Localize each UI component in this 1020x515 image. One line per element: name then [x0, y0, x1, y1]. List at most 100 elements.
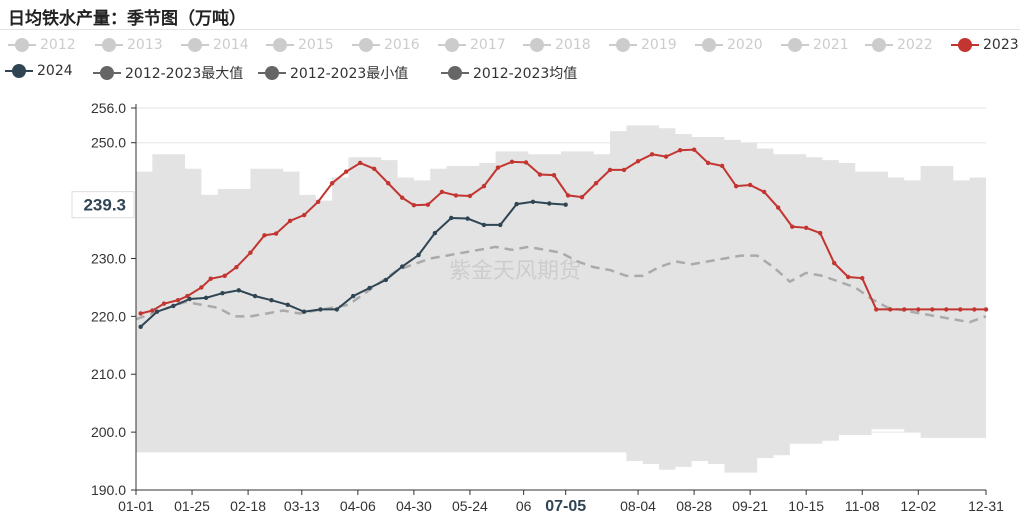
data-point-2024[interactable]	[171, 303, 176, 309]
data-point-2023[interactable]	[621, 167, 627, 173]
data-point-2023[interactable]	[832, 260, 837, 266]
legend-item-2016[interactable]: 2016	[352, 37, 420, 53]
legend-item-2012-2023最小值[interactable]: 2012-2023最小值	[258, 63, 408, 83]
legend-item-2014[interactable]: 2014	[181, 37, 249, 53]
data-point-2024[interactable]	[285, 302, 290, 307]
legend-item-2012[interactable]: 2012	[8, 37, 76, 53]
data-point-2023[interactable]	[747, 182, 753, 188]
data-point-2023[interactable]	[273, 231, 279, 236]
data-point-2024[interactable]	[301, 309, 307, 314]
data-point-2024[interactable]	[154, 309, 160, 314]
data-point-2023[interactable]	[301, 212, 307, 218]
data-point-2023[interactable]	[972, 307, 977, 312]
data-point-2023[interactable]	[803, 225, 809, 231]
data-point-2024[interactable]	[547, 201, 552, 206]
data-point-2023[interactable]	[705, 160, 711, 166]
data-point-2023[interactable]	[509, 159, 515, 165]
data-point-2024[interactable]	[383, 277, 389, 283]
legend-item-2012-2023均值[interactable]: 2012-2023均值	[441, 63, 577, 83]
data-point-2023[interactable]	[248, 250, 253, 255]
legend-item-2024[interactable]: 2024	[5, 63, 73, 79]
data-point-2024[interactable]	[252, 293, 258, 299]
data-point-2023[interactable]	[481, 183, 487, 189]
legend-item-2022[interactable]: 2022	[865, 37, 933, 53]
data-point-2023[interactable]	[523, 160, 529, 165]
data-point-2024[interactable]	[498, 222, 503, 228]
data-point-2023[interactable]	[593, 181, 599, 186]
data-point-2024[interactable]	[138, 324, 143, 329]
data-point-2023[interactable]	[930, 307, 935, 312]
data-point-2023[interactable]	[329, 181, 335, 186]
data-point-2023[interactable]	[208, 276, 213, 281]
legend-item-2015[interactable]: 2015	[266, 37, 334, 53]
data-point-2023[interactable]	[371, 166, 377, 171]
data-point-2023[interactable]	[607, 167, 613, 173]
data-point-2023[interactable]	[453, 193, 459, 198]
data-point-2024[interactable]	[400, 264, 405, 269]
data-point-2023[interactable]	[551, 172, 557, 178]
data-point-2023[interactable]	[234, 264, 239, 270]
data-point-2023[interactable]	[677, 148, 683, 153]
data-point-2023[interactable]	[691, 147, 697, 152]
data-point-2023[interactable]	[150, 308, 155, 313]
legend-item-2013[interactable]: 2013	[95, 37, 163, 53]
data-point-2024[interactable]	[269, 297, 274, 303]
data-point-2024[interactable]	[416, 252, 421, 258]
legend-item-2021[interactable]: 2021	[781, 37, 849, 53]
data-point-2024[interactable]	[318, 307, 323, 312]
legend-item-2012-2023最大值[interactable]: 2012-2023最大值	[93, 63, 243, 83]
data-point-2023[interactable]	[467, 193, 473, 199]
data-point-2023[interactable]	[733, 183, 739, 189]
data-point-2024[interactable]	[350, 293, 356, 299]
data-point-2024[interactable]	[563, 202, 568, 207]
data-point-2023[interactable]	[138, 311, 143, 316]
data-point-2023[interactable]	[315, 199, 321, 204]
legend-item-2017[interactable]: 2017	[438, 37, 506, 53]
data-point-2023[interactable]	[161, 301, 167, 306]
legend-item-2020[interactable]: 2020	[695, 37, 763, 53]
legend-item-2018[interactable]: 2018	[523, 37, 591, 53]
data-point-2023[interactable]	[846, 274, 851, 280]
data-point-2023[interactable]	[222, 273, 227, 279]
data-point-2023[interactable]	[916, 307, 921, 312]
data-point-2023[interactable]	[775, 205, 781, 210]
data-point-2023[interactable]	[860, 275, 865, 281]
data-point-2023[interactable]	[761, 189, 767, 195]
data-point-2023[interactable]	[495, 165, 501, 170]
data-point-2023[interactable]	[400, 195, 405, 200]
data-point-2023[interactable]	[902, 307, 907, 312]
data-point-2024[interactable]	[449, 215, 454, 221]
data-point-2023[interactable]	[888, 307, 893, 312]
legend-item-2019[interactable]: 2019	[609, 37, 677, 53]
legend-item-2023[interactable]: 2023	[951, 37, 1019, 53]
data-point-2023[interactable]	[958, 307, 963, 312]
data-point-2023[interactable]	[385, 181, 391, 186]
data-point-2023[interactable]	[175, 297, 181, 303]
data-point-2023[interactable]	[537, 172, 543, 177]
data-point-2023[interactable]	[635, 159, 641, 164]
data-point-2023[interactable]	[579, 194, 585, 200]
data-point-2024[interactable]	[367, 285, 372, 291]
data-point-2023[interactable]	[199, 285, 204, 290]
data-point-2023[interactable]	[343, 169, 349, 174]
data-point-2023[interactable]	[411, 203, 417, 208]
data-point-2024[interactable]	[530, 199, 536, 204]
data-point-2023[interactable]	[789, 224, 795, 229]
data-point-2023[interactable]	[944, 307, 949, 312]
data-point-2024[interactable]	[465, 216, 470, 221]
data-point-2024[interactable]	[187, 296, 192, 302]
data-point-2024[interactable]	[334, 307, 340, 312]
data-point-2023[interactable]	[565, 193, 571, 198]
data-point-2023[interactable]	[983, 307, 989, 312]
data-point-2023[interactable]	[818, 230, 823, 236]
data-point-2023[interactable]	[874, 307, 879, 312]
data-point-2023[interactable]	[262, 233, 267, 238]
data-point-2024[interactable]	[514, 201, 519, 207]
data-point-2024[interactable]	[220, 291, 225, 296]
data-point-2023[interactable]	[649, 152, 655, 157]
data-point-2023[interactable]	[719, 163, 725, 169]
data-point-2024[interactable]	[236, 288, 241, 293]
data-point-2024[interactable]	[203, 295, 209, 301]
data-point-2023[interactable]	[287, 218, 293, 224]
data-point-2024[interactable]	[481, 222, 487, 228]
